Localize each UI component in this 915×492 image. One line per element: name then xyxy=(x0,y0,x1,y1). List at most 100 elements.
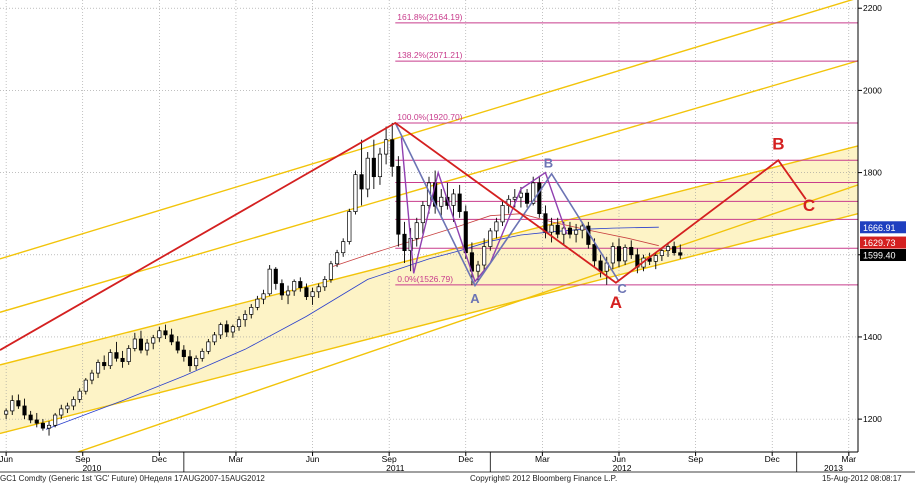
candle-body xyxy=(610,246,615,264)
candle-body xyxy=(200,350,205,359)
x-month-label: Dec xyxy=(458,454,474,464)
candle-body xyxy=(194,357,199,367)
candle-body xyxy=(292,281,297,292)
candle-body xyxy=(549,224,554,233)
candle-body xyxy=(255,298,260,308)
candle-body xyxy=(488,230,493,247)
y-tick-label: 1400 xyxy=(863,332,882,342)
x-month-label: Jun xyxy=(0,454,13,464)
candle-body xyxy=(457,193,462,212)
candle-body xyxy=(659,250,664,256)
candle-body xyxy=(396,166,401,235)
fib-level-label: 161.8%(2164.19) xyxy=(397,12,462,22)
candle-body xyxy=(414,222,419,239)
candle-body xyxy=(169,334,174,343)
blue-abc-wave xyxy=(394,122,620,288)
candle-body xyxy=(537,182,542,215)
candle-body xyxy=(279,283,284,296)
candle-body xyxy=(347,211,352,242)
candle-body xyxy=(335,252,340,265)
x-month-label: Dec xyxy=(765,454,781,464)
candle-body xyxy=(580,225,585,231)
x-year-label: 2013 xyxy=(824,463,843,473)
blue-wave-label: C xyxy=(617,281,627,296)
y-tick-label: 2200 xyxy=(863,3,882,13)
x-year-label: 2010 xyxy=(82,463,101,473)
candle-body xyxy=(96,362,101,374)
candle-body xyxy=(328,263,333,280)
candle-body xyxy=(623,247,628,262)
candle-body xyxy=(71,399,76,407)
purple-wave-pattern xyxy=(400,137,568,283)
candle-body xyxy=(206,341,211,352)
candle-body xyxy=(322,279,327,288)
x-month-label: Jun xyxy=(612,454,626,464)
candle-body xyxy=(53,414,58,426)
candle-body xyxy=(120,357,125,362)
candle-body xyxy=(512,196,517,200)
candle-body xyxy=(132,338,137,349)
candle-body xyxy=(672,246,677,254)
candle-body xyxy=(359,174,364,190)
candle-body xyxy=(518,192,523,198)
candle-body xyxy=(439,196,444,207)
candle-body xyxy=(543,213,548,233)
x-month-label: Mar xyxy=(841,454,856,464)
candle-body xyxy=(531,182,536,204)
candle-body xyxy=(494,221,499,232)
x-month-label: Mar xyxy=(229,454,244,464)
moving-average-red xyxy=(330,213,659,268)
candle-body xyxy=(365,157,370,190)
candle-body xyxy=(629,247,634,256)
candle-body xyxy=(4,410,9,415)
candle-body xyxy=(500,205,505,223)
candle-body xyxy=(653,255,658,262)
candle-body xyxy=(592,244,597,262)
candle-body xyxy=(114,352,119,359)
candle-body xyxy=(126,348,131,362)
price-label-text: 1629.73 xyxy=(863,238,896,248)
red-abc-wave xyxy=(0,121,807,351)
candle-body xyxy=(525,192,530,204)
candle-body xyxy=(157,330,162,339)
candle-body xyxy=(89,372,94,381)
red-wave-label: C xyxy=(803,196,815,215)
x-month-label: Jun xyxy=(306,454,320,464)
red-wave-label: A xyxy=(610,293,622,312)
candle-body xyxy=(390,139,395,167)
candle-body xyxy=(555,224,560,235)
candle-body xyxy=(353,174,358,212)
candle-body xyxy=(475,264,481,272)
candle-body xyxy=(249,307,254,315)
footer-timestamp: 15-Aug-2012 08:08:17 xyxy=(822,474,902,483)
candle-body xyxy=(316,286,321,293)
candle-body xyxy=(285,290,291,296)
candle-body xyxy=(151,337,156,344)
candle-body xyxy=(384,139,389,155)
candle-body xyxy=(665,246,671,252)
candle-body xyxy=(102,362,107,367)
candle-body xyxy=(304,287,309,298)
price-label-text: 1666.91 xyxy=(863,223,896,233)
candle-body xyxy=(236,319,242,328)
candle-body xyxy=(451,193,456,206)
candle-body xyxy=(28,414,33,421)
candle-body xyxy=(175,341,180,351)
blue-wave-label: B xyxy=(544,156,553,171)
price-label-box xyxy=(860,236,906,249)
y-tick-label: 1800 xyxy=(863,168,882,178)
candle-body xyxy=(212,334,217,343)
candle-body xyxy=(230,326,235,333)
x-month-label: Mar xyxy=(535,454,550,464)
candle-body xyxy=(371,157,376,178)
x-month-label: Sep xyxy=(75,454,90,464)
candle-body xyxy=(187,356,193,367)
y-tick-label: 2000 xyxy=(863,85,882,95)
candle-body xyxy=(261,293,266,300)
candle-body xyxy=(574,229,579,235)
channel-line-inner-bottom xyxy=(0,212,858,435)
candle-body xyxy=(310,291,315,298)
candle-body xyxy=(83,379,88,392)
channel-line-lower xyxy=(75,184,858,452)
